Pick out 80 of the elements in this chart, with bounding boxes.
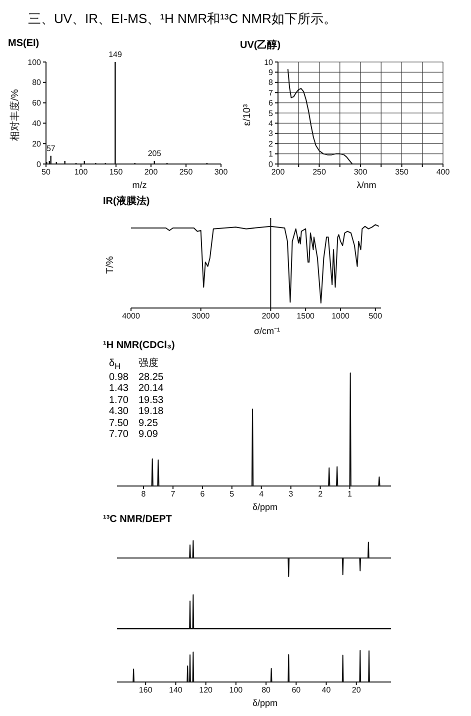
x-tick-label: 2: [318, 490, 324, 499]
x-tick-label: 3000: [192, 312, 210, 321]
x-tick-label: 60: [292, 686, 302, 695]
x-tick-label: 8: [141, 490, 146, 499]
x-tick-label: 140: [169, 686, 183, 695]
annotation: 4.30: [109, 406, 128, 418]
x-tick-label: 100: [229, 686, 244, 695]
y-tick-label: 2: [268, 139, 274, 148]
x-tick-label: 2000: [262, 312, 280, 321]
x-tick-label: 6: [200, 490, 206, 499]
x-axis-title: δ/ppm: [251, 698, 279, 708]
x-axis-title: σ/cm⁻¹: [252, 325, 282, 337]
chart-title: MS(EI): [8, 38, 40, 50]
x-tick-label: 500: [368, 312, 383, 321]
y-tick-label: 8: [268, 78, 274, 88]
x-tick-label: 1: [348, 490, 353, 499]
annotation: 20.14: [138, 383, 164, 395]
chart-title: UV(乙醇): [240, 38, 282, 51]
x-tick-label: 4: [259, 490, 264, 499]
chart-title: ¹³C NMR/DEPT: [103, 514, 173, 526]
x-tick-label: 4000: [122, 312, 140, 321]
y-tick-label: 100: [28, 58, 42, 67]
y-tick-label: 0: [36, 160, 42, 169]
x-tick-label: 7: [170, 490, 176, 499]
y-tick-label: 3: [268, 129, 274, 138]
x-tick-label: 250: [312, 168, 326, 177]
annotation: 149: [108, 50, 123, 59]
annotation: 9.25: [138, 418, 159, 430]
x-axis-title: δ/ppm: [251, 502, 279, 512]
x-tick-label: 5: [230, 490, 235, 499]
annotation: 1.43: [109, 383, 128, 395]
x-tick-label: 20: [352, 686, 362, 695]
y-tick-label: 4: [268, 119, 274, 128]
y-tick-label: 9: [268, 68, 274, 78]
x-tick-label: 160: [138, 686, 153, 695]
y-tick-label: 20: [32, 139, 42, 148]
x-tick-label: 300: [354, 168, 368, 177]
x-tick-label: 200: [271, 168, 286, 177]
annotation: 19.53: [138, 394, 164, 406]
y-axis-title: T/%: [105, 256, 116, 274]
y-tick-label: 6: [268, 98, 274, 108]
text: 三、UV、IR、EI-MS、¹H NMR和¹³C NMR如下所示。: [28, 11, 336, 27]
y-tick-label: 0: [268, 160, 274, 169]
x-axis-title: λ/nm: [356, 180, 378, 190]
annotation: 1.70: [109, 394, 128, 406]
x-tick-label: 250: [179, 168, 194, 177]
y-tick-label: 60: [32, 98, 42, 108]
x-tick-label: 1500: [296, 312, 316, 321]
y-tick-label: 5: [268, 108, 274, 118]
text: δ$_{H}$: [109, 358, 122, 372]
x-tick-label: 120: [199, 686, 214, 695]
y-tick-label: 10: [264, 58, 274, 67]
annotation: 28.25: [138, 372, 164, 384]
chart-title: ¹H NMR(CDCl₃): [103, 340, 176, 352]
y-tick-label: 1: [268, 150, 274, 159]
annotation: 19.18: [138, 406, 164, 418]
x-tick-label: 300: [214, 168, 228, 177]
x-tick-label: 150: [109, 168, 124, 177]
x-tick-label: 1000: [332, 312, 350, 321]
x-tick-label: 40: [322, 686, 332, 695]
y-axis-title: ε/10³: [242, 103, 253, 126]
annotation: 7.50: [109, 418, 128, 430]
annotation: 0.98: [109, 372, 128, 384]
x-tick-label: 100: [74, 168, 88, 177]
annotation: 205: [148, 148, 162, 158]
chart-title: IR(液膜法): [103, 194, 151, 207]
annotation: 7.70: [109, 429, 128, 441]
y-tick-label: 7: [268, 88, 274, 98]
annotation: 9.09: [138, 429, 159, 441]
x-axis-title: m/z: [131, 180, 148, 190]
y-tick-label: 80: [32, 78, 42, 88]
x-tick-label: 3: [288, 490, 294, 499]
annotation: 57: [46, 144, 56, 153]
y-tick-label: 40: [32, 119, 42, 128]
x-tick-label: 400: [436, 168, 450, 177]
x-tick-label: 350: [395, 168, 409, 177]
x-tick-label: 50: [42, 168, 51, 177]
x-tick-label: 200: [144, 168, 158, 177]
text: 强度: [138, 358, 160, 371]
y-axis-title: 相对丰度/%: [9, 89, 21, 141]
